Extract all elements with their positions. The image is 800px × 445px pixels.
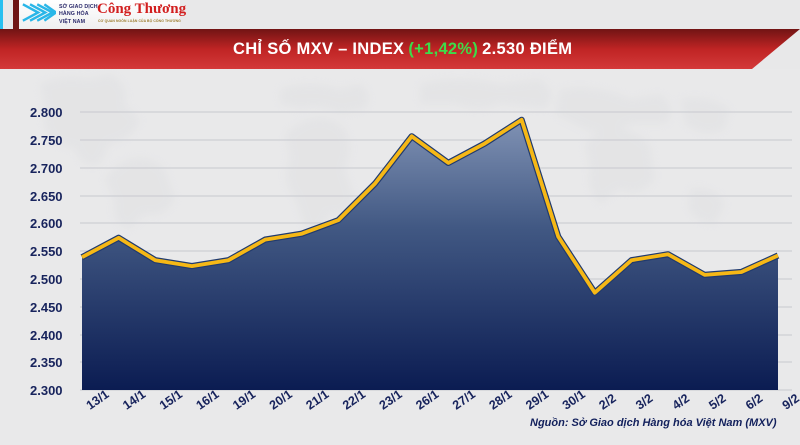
svg-text:13/1: 13/1	[84, 387, 112, 412]
svg-text:2.650: 2.650	[30, 189, 63, 204]
svg-text:2.800: 2.800	[30, 105, 63, 120]
svg-text:27/1: 27/1	[450, 387, 478, 412]
svg-text:6/2: 6/2	[743, 391, 765, 412]
svg-text:2.750: 2.750	[30, 133, 63, 148]
svg-text:28/1: 28/1	[487, 387, 515, 412]
svg-text:2.700: 2.700	[30, 161, 63, 176]
svg-text:2.550: 2.550	[30, 244, 63, 259]
svg-text:2.600: 2.600	[30, 216, 63, 231]
svg-text:2/2: 2/2	[596, 391, 618, 412]
svg-text:23/1: 23/1	[377, 387, 405, 412]
svg-text:2.450: 2.450	[30, 300, 63, 315]
svg-text:9/2: 9/2	[780, 391, 800, 412]
svg-text:19/1: 19/1	[230, 387, 258, 412]
svg-text:26/1: 26/1	[413, 387, 441, 412]
svg-text:2.300: 2.300	[30, 383, 63, 398]
svg-text:2.400: 2.400	[30, 328, 63, 343]
svg-text:2.500: 2.500	[30, 272, 63, 287]
svg-text:21/1: 21/1	[303, 387, 331, 412]
svg-text:5/2: 5/2	[706, 391, 728, 412]
svg-text:30/1: 30/1	[560, 387, 588, 412]
svg-text:22/1: 22/1	[340, 387, 368, 412]
svg-text:2.350: 2.350	[30, 355, 63, 370]
svg-text:15/1: 15/1	[157, 387, 185, 412]
svg-text:16/1: 16/1	[194, 387, 222, 412]
svg-text:20/1: 20/1	[267, 387, 295, 412]
svg-text:14/1: 14/1	[120, 387, 148, 412]
svg-text:3/2: 3/2	[633, 391, 655, 412]
svg-text:29/1: 29/1	[523, 387, 551, 412]
svg-text:4/2: 4/2	[670, 391, 692, 412]
